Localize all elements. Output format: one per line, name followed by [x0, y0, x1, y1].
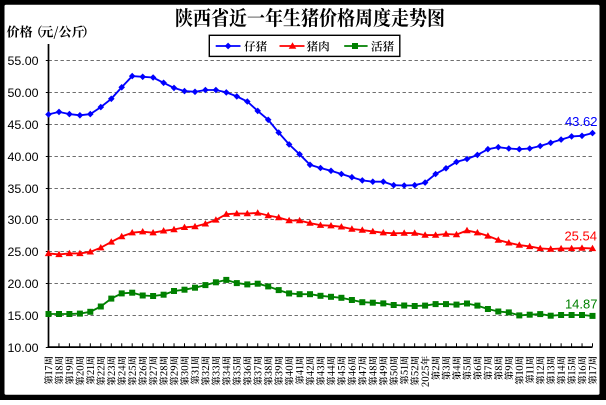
svg-text:14.87: 14.87	[565, 296, 598, 311]
svg-text:30.00: 30.00	[7, 213, 38, 227]
svg-text:55.00: 55.00	[7, 54, 38, 68]
svg-text:25.00: 25.00	[7, 245, 38, 259]
svg-text:25.54: 25.54	[564, 229, 597, 244]
svg-text:35.00: 35.00	[7, 182, 38, 196]
svg-text:50.00: 50.00	[7, 86, 38, 100]
svg-text:10.00: 10.00	[7, 341, 38, 355]
svg-text:20.00: 20.00	[7, 277, 38, 291]
svg-text:15.00: 15.00	[7, 309, 38, 323]
svg-text:43.62: 43.62	[565, 114, 598, 129]
svg-text:40.00: 40.00	[7, 150, 38, 164]
svg-text:45.00: 45.00	[7, 118, 38, 132]
